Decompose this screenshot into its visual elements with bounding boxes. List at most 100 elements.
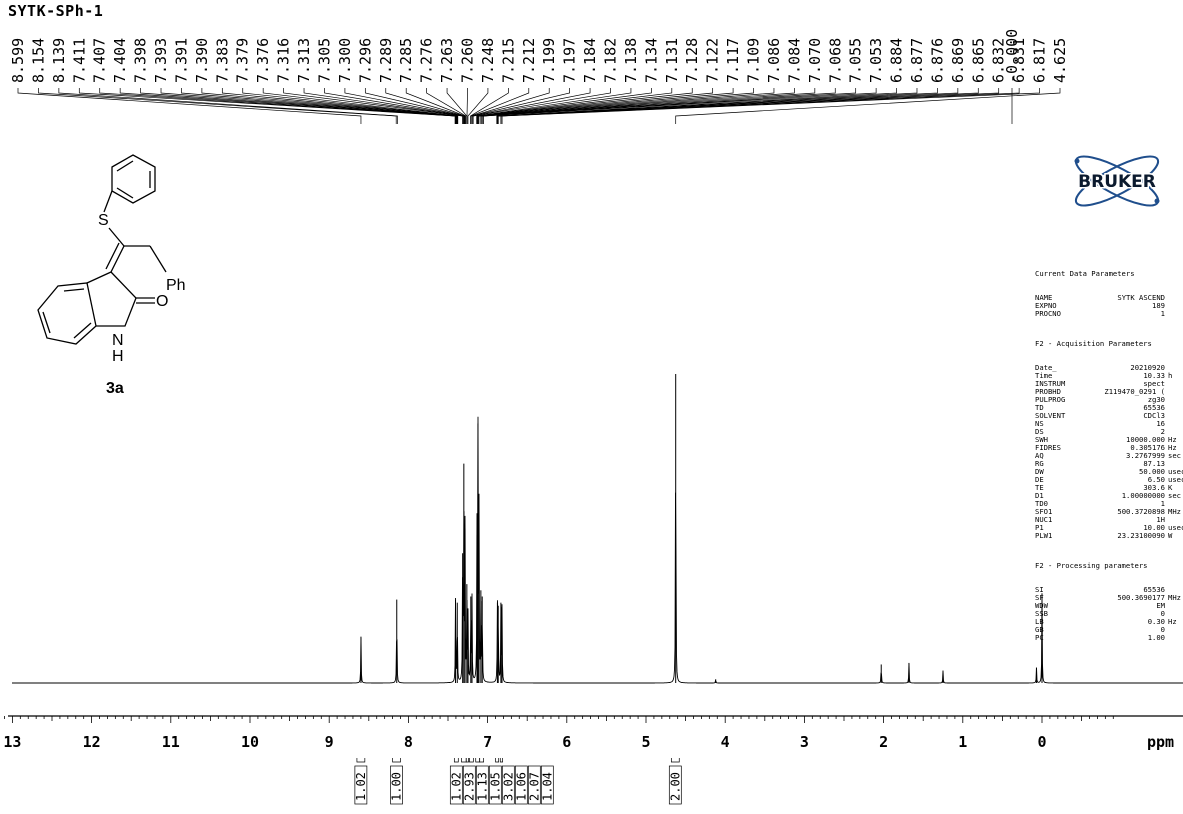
compound-structure: S Ph O N H [37, 154, 186, 365]
param-key: P1 [1035, 523, 1044, 532]
param-key: GB [1035, 625, 1044, 634]
spectrum-trace [12, 416, 1183, 684]
atom-s: S [98, 212, 109, 229]
param-row: Date_ 20210920 [1035, 364, 1183, 372]
integral-value: 3.02 [501, 772, 515, 801]
param-unit: MHz [1168, 594, 1181, 602]
param-row: PROBHD Z119470_0291 ( [1035, 388, 1183, 396]
thiophenyl-ring [111, 154, 156, 204]
bond-c3-c3a [86, 271, 112, 284]
param-row: PC 1.00 [1035, 634, 1183, 642]
param-unit [1165, 460, 1183, 468]
peak-label: 7.134 [642, 38, 660, 83]
param-unit [1165, 302, 1183, 310]
param-value: 500.3690177 [1117, 593, 1165, 602]
peak-label: 7.212 [520, 38, 538, 83]
param-row: LB 0.30 Hz [1035, 618, 1183, 626]
param-row: DW 50.000usec [1035, 468, 1183, 476]
integral-layer: 1.02 1.00 1.02 2.93 1.13 1.053.02 1.06 2.07 1.04… [354, 758, 682, 805]
peak-label: 7.109 [745, 38, 763, 83]
peak-label: 6.865 [969, 38, 987, 83]
peak-label-connector [496, 88, 897, 124]
param-key: SWH [1035, 435, 1048, 444]
param-key: SOLVENT [1035, 411, 1066, 420]
x-tick-label: 9 [325, 733, 334, 751]
integral-box [527, 765, 541, 805]
x-tick-label: 8 [404, 733, 413, 751]
param-unit [1165, 310, 1183, 318]
atom-n: N [112, 332, 124, 349]
integral-box [540, 765, 554, 805]
bond-s-c [108, 227, 125, 247]
acq-rows: Date_ 20210920 Time 10.33 h INSTRUM spect PROBH… [1035, 364, 1183, 540]
param-unit [1165, 420, 1183, 428]
param-unit: usec [1168, 468, 1183, 476]
param-value: 65536 [1143, 585, 1165, 594]
param-value: 10.33 [1143, 371, 1165, 380]
param-row: SF 500.3690177 MHz [1035, 594, 1183, 602]
param-value: 20210920 [1130, 363, 1165, 372]
integral-bracket [469, 758, 474, 763]
integral-value: 1.02 [354, 772, 368, 801]
peak-label: 6.832 [990, 38, 1008, 83]
peak-label: 7.128 [683, 38, 701, 83]
param-value: 2 [1160, 427, 1165, 436]
peak-label-connector [201, 88, 458, 124]
param-key: D1 [1035, 491, 1044, 500]
integral-box [475, 765, 489, 805]
benzo-double-bond [42, 311, 51, 334]
peak-label-connector [140, 88, 457, 124]
param-value: 3.2767999 [1126, 451, 1165, 460]
reference-peak-label: -0.000 [1003, 29, 1021, 83]
integral-value: 1.06 [514, 772, 528, 801]
param-unit [1165, 586, 1183, 594]
peak-label-connector [58, 88, 398, 124]
peak-label: 8.599 [9, 38, 27, 83]
benzo-ring [37, 282, 97, 345]
param-key: Time [1035, 371, 1053, 380]
peak-label: 7.117 [724, 38, 742, 83]
param-row: WDW EM [1035, 602, 1183, 610]
x-tick-label: 10 [241, 733, 259, 751]
param-row: PLW1 23.23100090 W [1035, 532, 1183, 540]
peak-label: 7.316 [275, 38, 293, 83]
peak-label: 7.199 [540, 38, 558, 83]
peak-label-connector [242, 88, 458, 124]
x-tick-label: 0 [1037, 733, 1046, 751]
param-key: PLW1 [1035, 531, 1053, 540]
param-value: 0 [1160, 609, 1165, 618]
integral-bracket [461, 758, 467, 763]
peak-label: 7.390 [193, 38, 211, 83]
integral-box [488, 765, 502, 805]
param-value: 1H [1156, 515, 1165, 524]
benzo-double-bond [63, 288, 85, 292]
peak-label-connector [471, 88, 570, 124]
peak-label-connector [480, 88, 795, 124]
param-row: DE 6.50usec [1035, 476, 1183, 484]
param-unit: usec [1168, 524, 1183, 532]
param-row: INSTRUM spect [1035, 380, 1183, 388]
peak-label-connector [303, 88, 464, 124]
peak-label: 7.379 [234, 38, 252, 83]
peak-label: 7.289 [377, 38, 395, 83]
param-key: SFO1 [1035, 507, 1053, 516]
integral-value: 1.13 [475, 772, 489, 801]
param-value: 16 [1156, 419, 1165, 428]
peak-label-connector [119, 88, 456, 124]
peak-label: 7.248 [479, 38, 497, 83]
peak-label: 7.391 [172, 38, 190, 83]
x-tick-label: 1 [958, 733, 967, 751]
integral-box [354, 765, 368, 805]
params-header: Current Data Parameters [1035, 269, 1135, 278]
integral-box [462, 765, 476, 805]
x-tick-label: 12 [83, 733, 101, 751]
integral-bracket [670, 758, 680, 763]
integral-value: 1.00 [390, 772, 404, 801]
param-unit [1165, 634, 1183, 642]
param-value: 1 [1160, 309, 1165, 318]
param-unit: usec [1168, 476, 1183, 484]
param-key: PULPROG [1035, 395, 1066, 404]
peak-label: 6.877 [908, 38, 926, 83]
param-row: D1 1.00000000 sec [1035, 492, 1183, 500]
